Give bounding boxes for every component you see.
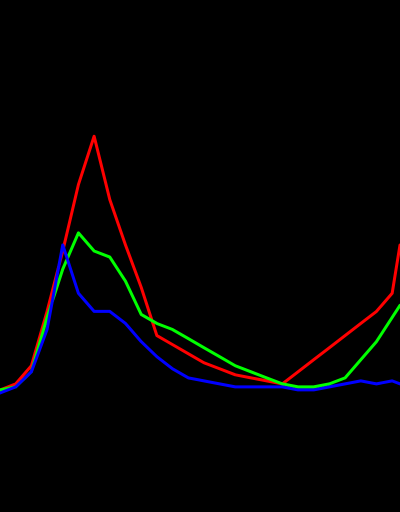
histogram-series-2-line [0,243,400,395]
histogram-series-0-line [0,134,400,392]
